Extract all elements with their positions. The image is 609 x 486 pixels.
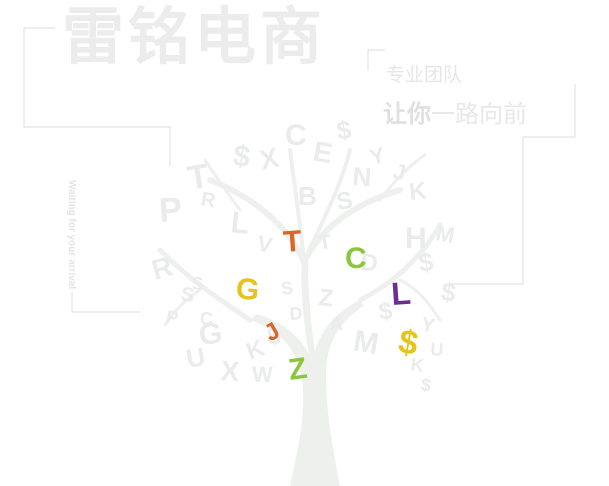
tree-grey-glyph: $ [335, 114, 354, 146]
tree-grey-glyph: R [148, 250, 176, 285]
tree-trunk [250, 260, 364, 486]
tree-colored-letter-g: G [234, 272, 261, 307]
tree-grey-glyph: M [351, 324, 381, 361]
tree-grey-glyph: S [191, 273, 204, 294]
tree-grey-glyph: V [255, 230, 275, 258]
tree-grey-glyph: $ [417, 246, 436, 278]
tree-colored-letter-z: Z [286, 352, 309, 387]
tree-grey-glyph: A [330, 314, 343, 334]
tree-grey-glyph: $ [231, 139, 252, 174]
tree-grey-glyph: Y [367, 142, 388, 170]
tree-grey-glyph: S [179, 283, 196, 307]
tree-grey-glyph: U [430, 339, 444, 360]
tree-grey-glyph: W [252, 362, 273, 387]
tree-grey-glyph: M [434, 220, 456, 248]
tree-colored-letter-t: T [282, 225, 303, 259]
tree-grey-glyph: B [298, 181, 317, 211]
slogan-line-2: 让你一路向前 [383, 102, 527, 126]
tree-grey-glyph: $ [266, 323, 283, 351]
tree-grey-glyph: X [220, 355, 241, 387]
slogan-line-2-rest: 一路向前 [431, 100, 527, 128]
tree-grey-glyph: P [158, 190, 183, 229]
tree-grey-glyph: G [197, 317, 224, 352]
tree-colored-letter-l: L [390, 275, 412, 312]
tree-grey-glyph: H [405, 222, 427, 255]
tree-grey-glyph: $ [439, 276, 458, 308]
tree-grey-glyph: U [184, 341, 208, 374]
tree-grey-glyph: T [317, 231, 333, 255]
tree-grey-glyph: C [285, 119, 307, 152]
tree-grey-glyph: K [243, 334, 269, 366]
tree-grey-glyph: C [200, 309, 213, 329]
tree-grey-glyph: E [311, 135, 335, 169]
tree-grey-glyph: K [408, 177, 429, 206]
tree-grey-glyph: L [229, 206, 251, 241]
brand-title: 雷铭电商 [62, 0, 327, 73]
tree-grey-glyph: R [199, 188, 218, 212]
tree-grey-glyph: D [289, 303, 303, 324]
tree-grey-glyph: $ [377, 297, 395, 326]
tree-colored-letter-c: C [345, 242, 367, 275]
tree-branches [157, 148, 443, 327]
tree-grey-glyph: Z [317, 284, 334, 312]
tree-grey-glyph: P [164, 306, 180, 328]
tree-grey-glyph: Y [419, 313, 437, 337]
tagline-vertical: Waiting for your arrival [66, 180, 77, 290]
tree-grey-glyph: S [280, 277, 295, 298]
slogan-line-1: 专业团队 [386, 64, 463, 86]
tree-grey-glyph: D [360, 249, 379, 277]
tree-grey-glyph: K [409, 354, 425, 376]
tree-grey-glyph: X [257, 142, 282, 176]
tree-grey-glyph: J [391, 158, 408, 185]
tree-grey-glyph: $ [419, 374, 432, 395]
tree-grey-glyph: S [334, 187, 354, 216]
tree-grey-glyph: N [352, 161, 373, 192]
slogan-line-2-strong: 让你 [383, 100, 431, 128]
